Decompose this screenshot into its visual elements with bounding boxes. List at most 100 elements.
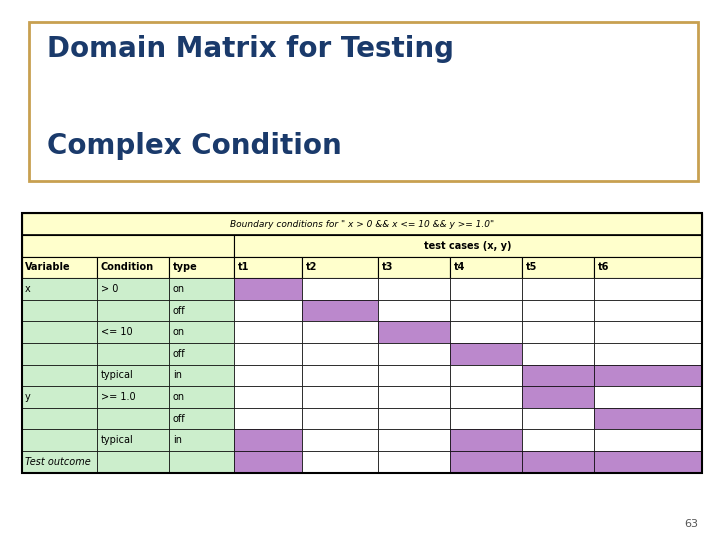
Text: Complex Condition: Complex Condition <box>47 132 341 160</box>
Bar <box>234 451 302 472</box>
Bar <box>450 408 522 429</box>
Bar <box>22 451 97 472</box>
Text: off: off <box>173 306 186 315</box>
Bar <box>594 343 702 364</box>
Bar <box>378 256 450 278</box>
Text: > 0: > 0 <box>101 284 118 294</box>
Bar <box>29 22 698 181</box>
Bar <box>522 278 594 300</box>
Bar <box>169 451 234 472</box>
Bar <box>97 256 169 278</box>
Bar <box>302 429 378 451</box>
Text: t4: t4 <box>454 262 465 272</box>
Text: Boundary conditions for " x > 0 && x <= 10 && y >= 1.0": Boundary conditions for " x > 0 && x <= … <box>230 220 494 228</box>
Bar <box>169 408 234 429</box>
Bar <box>234 343 302 364</box>
Text: t6: t6 <box>598 262 609 272</box>
Bar <box>169 300 234 321</box>
Bar <box>97 300 169 321</box>
Bar <box>522 300 594 321</box>
Bar <box>378 278 450 300</box>
Bar <box>594 321 702 343</box>
Bar <box>234 364 302 386</box>
Bar <box>522 321 594 343</box>
Bar <box>378 343 450 364</box>
Bar <box>22 364 97 386</box>
Bar <box>378 321 450 343</box>
Bar <box>97 429 169 451</box>
Bar <box>234 235 702 256</box>
Text: on: on <box>173 284 185 294</box>
Bar <box>594 300 702 321</box>
Text: in: in <box>173 435 181 445</box>
Bar <box>234 321 302 343</box>
Bar <box>522 408 594 429</box>
Bar <box>302 408 378 429</box>
Text: off: off <box>173 349 186 359</box>
Bar <box>522 429 594 451</box>
Bar <box>22 300 97 321</box>
Bar <box>378 451 450 472</box>
Bar <box>22 408 97 429</box>
Bar <box>302 386 378 408</box>
Text: t5: t5 <box>526 262 537 272</box>
Bar <box>169 256 234 278</box>
Bar <box>22 213 702 472</box>
Bar <box>169 386 234 408</box>
Bar <box>22 343 97 364</box>
Bar <box>302 343 378 364</box>
Bar <box>97 278 169 300</box>
Bar <box>169 364 234 386</box>
Bar <box>97 451 169 472</box>
Bar <box>22 235 234 256</box>
Bar <box>22 278 97 300</box>
Bar <box>97 408 169 429</box>
Bar <box>594 451 702 472</box>
Text: Condition: Condition <box>101 262 154 272</box>
Bar <box>169 343 234 364</box>
Bar <box>169 321 234 343</box>
Bar <box>97 321 169 343</box>
Bar <box>302 256 378 278</box>
Bar <box>22 429 97 451</box>
Bar <box>302 321 378 343</box>
Bar <box>378 408 450 429</box>
Bar <box>522 364 594 386</box>
Bar <box>378 386 450 408</box>
Text: t3: t3 <box>382 262 393 272</box>
Bar <box>450 256 522 278</box>
Bar <box>594 364 702 386</box>
Text: t2: t2 <box>306 262 318 272</box>
Bar <box>522 343 594 364</box>
Bar <box>97 364 169 386</box>
Bar <box>450 386 522 408</box>
Text: 63: 63 <box>685 519 698 529</box>
Bar <box>169 278 234 300</box>
Bar <box>522 451 594 472</box>
Text: >= 1.0: >= 1.0 <box>101 392 135 402</box>
Bar <box>450 321 522 343</box>
Bar <box>234 408 302 429</box>
Bar <box>234 278 302 300</box>
Bar <box>378 429 450 451</box>
Bar <box>594 386 702 408</box>
Bar <box>378 364 450 386</box>
Bar <box>234 386 302 408</box>
Text: <= 10: <= 10 <box>101 327 132 337</box>
Text: typical: typical <box>101 435 133 445</box>
Text: in: in <box>173 370 181 380</box>
Bar <box>302 364 378 386</box>
Bar <box>97 343 169 364</box>
Bar <box>234 429 302 451</box>
Bar <box>22 386 97 408</box>
Bar <box>22 321 97 343</box>
Text: Test outcome: Test outcome <box>25 457 91 467</box>
Bar <box>234 300 302 321</box>
Text: typical: typical <box>101 370 133 380</box>
Bar <box>302 278 378 300</box>
Bar <box>302 451 378 472</box>
Text: x: x <box>25 284 31 294</box>
Bar <box>450 451 522 472</box>
Text: type: type <box>173 262 197 272</box>
Bar <box>522 256 594 278</box>
